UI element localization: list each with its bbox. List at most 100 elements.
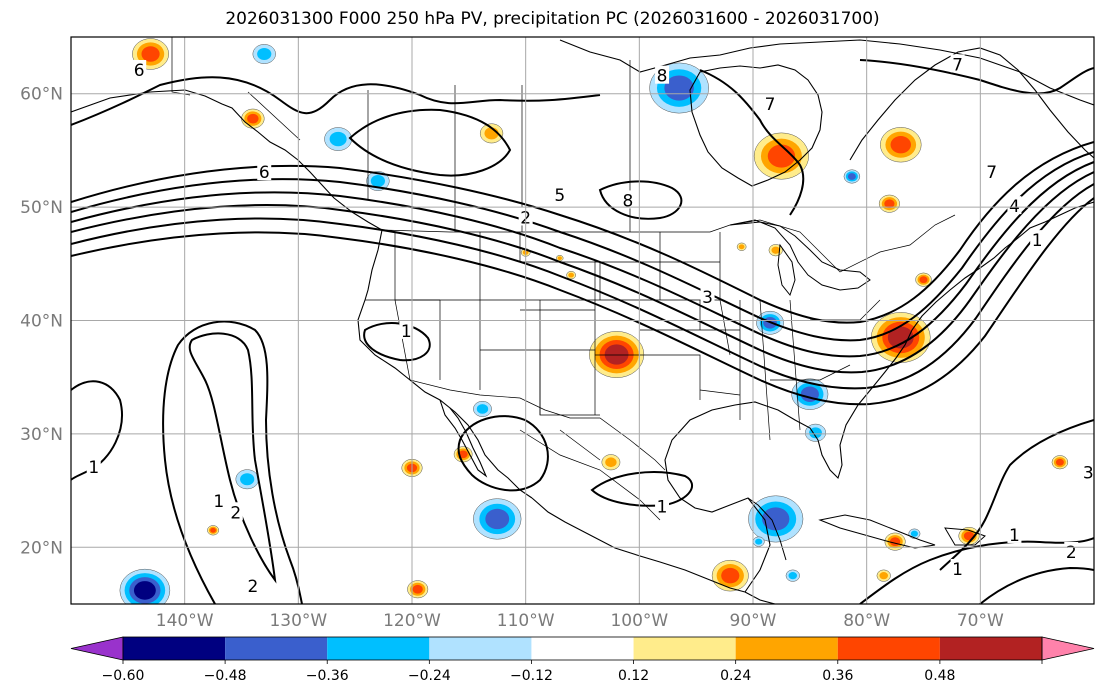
colorbar: −0.60 −0.48 −0.36 −0.24 −0.12 0.12 0.24 0.36 0.4… xyxy=(70,636,1095,684)
colorbar-label: 0.36 xyxy=(822,668,853,684)
pv-contour-loop-north xyxy=(348,108,512,177)
border-us-states-2 xyxy=(365,299,881,441)
colorbar-swatch xyxy=(531,637,634,660)
precip-anomaly-area xyxy=(767,144,796,168)
contour-label: 3 xyxy=(1083,464,1094,484)
coastline-east xyxy=(817,201,1094,480)
colorbar-label: −0.48 xyxy=(204,668,247,684)
pv-contour-1 xyxy=(71,141,1094,324)
coastline-arctic xyxy=(559,39,1094,106)
longitude-labels: 140°W 130°W 120°W 110°W 100°W 90°W 80°W 70°W xyxy=(156,611,1004,631)
lat-tick-label: 20°N xyxy=(20,538,63,558)
pv-contour-pacific-west xyxy=(71,380,123,481)
contour-label: 7 xyxy=(986,163,997,183)
lat-tick-label: 50°N xyxy=(20,198,63,218)
precip-anomaly-area xyxy=(889,537,901,546)
coastline-yucatan xyxy=(747,497,787,561)
contour-label-bg xyxy=(1007,524,1022,543)
colorbar-label: 0.12 xyxy=(618,668,649,684)
precip-anomaly-area xyxy=(1055,458,1064,466)
precip-anomaly-area xyxy=(884,199,895,209)
colorbar-swatch xyxy=(327,637,430,660)
pv-contour-mexico-loop xyxy=(590,471,693,507)
precip-anomaly-area xyxy=(664,75,694,101)
contour-label-bg xyxy=(1081,462,1094,481)
colorbar-label: 0.48 xyxy=(924,668,955,684)
contour-label: 1 xyxy=(657,498,668,518)
precip-anomaly-area xyxy=(919,276,928,284)
precip-anomaly-area xyxy=(738,244,745,250)
lon-tick-label: 140°W xyxy=(156,611,214,631)
pv-contour-pacific-loop xyxy=(188,332,277,584)
colorbar-swatch xyxy=(429,637,532,660)
border-us-canada xyxy=(381,214,956,273)
lat-tick-label: 40°N xyxy=(20,312,63,332)
precip-anomaly-area xyxy=(458,450,468,459)
contour-label-bg xyxy=(245,575,260,594)
contour-label: 6 xyxy=(259,163,270,183)
precip-anomaly-area xyxy=(247,113,259,124)
colorbar-extend-low xyxy=(70,636,124,661)
colorbar-swatch xyxy=(837,637,940,660)
precip-anomaly-area xyxy=(604,344,629,365)
coastline-central-america xyxy=(744,591,776,604)
pv-contour-pacific-outer xyxy=(162,320,303,604)
latitude-labels: 60°N 50°N 40°N 30°N 20°N xyxy=(20,85,63,559)
contour-label: 5 xyxy=(554,186,565,206)
contour-label-bg xyxy=(950,54,965,73)
precip-anomaly-area xyxy=(890,136,911,154)
pv-contour-5 xyxy=(71,183,1094,390)
coastline-hudson-bay xyxy=(689,64,823,187)
colorbar-label: −0.36 xyxy=(306,668,349,684)
coastline-gulf xyxy=(664,401,819,593)
contour-label-bg xyxy=(399,320,414,339)
colorbar-extend-high xyxy=(1041,636,1095,661)
contour-label: 6 xyxy=(134,61,145,81)
precip-anomaly-area xyxy=(240,473,255,486)
lon-tick-label: 120°W xyxy=(383,611,441,631)
precip-anomaly-area xyxy=(412,584,423,594)
pv-contour-baja-loop xyxy=(457,415,549,492)
colorbar-swatch xyxy=(735,637,838,660)
colorbar-label: −0.12 xyxy=(510,668,553,684)
coastline-lake-michigan xyxy=(777,243,796,297)
pv-contour-3 xyxy=(71,161,1094,358)
colorbar-swatch xyxy=(939,637,1042,660)
contour-label: 8 xyxy=(657,67,668,87)
coastline-baja xyxy=(439,399,488,478)
lon-tick-label: 100°W xyxy=(610,611,668,631)
precip-anomaly-area xyxy=(568,272,574,278)
border-us-mexico xyxy=(409,379,666,471)
precip-anomaly-area xyxy=(257,47,272,61)
coastlines-layer xyxy=(71,39,1094,604)
lat-tick-label: 60°N xyxy=(20,85,63,105)
precip-anomaly-area xyxy=(605,457,617,468)
precip-anomaly-area xyxy=(755,538,763,545)
border-canada-provinces xyxy=(247,60,631,232)
contour-label: 1 xyxy=(401,322,412,342)
colorbar-label: 0.24 xyxy=(720,668,751,684)
coastline-great-lakes xyxy=(729,219,871,291)
contour-label-bg xyxy=(1030,230,1045,249)
contour-label-bg xyxy=(1064,541,1079,560)
pv-contour-hudson xyxy=(699,69,805,216)
contour-label: 2 xyxy=(230,503,241,523)
precip-anomaly-area xyxy=(485,508,510,530)
figure-title: 2026031300 F000 250 hPa PV, precipitatio… xyxy=(225,9,880,29)
colorbar-swatch xyxy=(633,637,736,660)
precip-anomaly-area xyxy=(762,507,790,531)
precip-anomaly-area xyxy=(879,572,888,580)
contour-label: 1 xyxy=(1009,526,1020,546)
contour-label-bg xyxy=(655,496,670,515)
graticule-layer xyxy=(71,37,1094,604)
precip-anomaly-area xyxy=(133,581,156,600)
contour-label-bg xyxy=(211,490,226,509)
coastline-northwest xyxy=(71,89,383,231)
contour-label-bg xyxy=(984,162,999,181)
contour-label-bg xyxy=(1007,196,1022,215)
contour-label: 8 xyxy=(623,191,634,211)
precip-anomaly-area xyxy=(809,427,822,439)
precip-anomaly-area xyxy=(476,404,489,414)
